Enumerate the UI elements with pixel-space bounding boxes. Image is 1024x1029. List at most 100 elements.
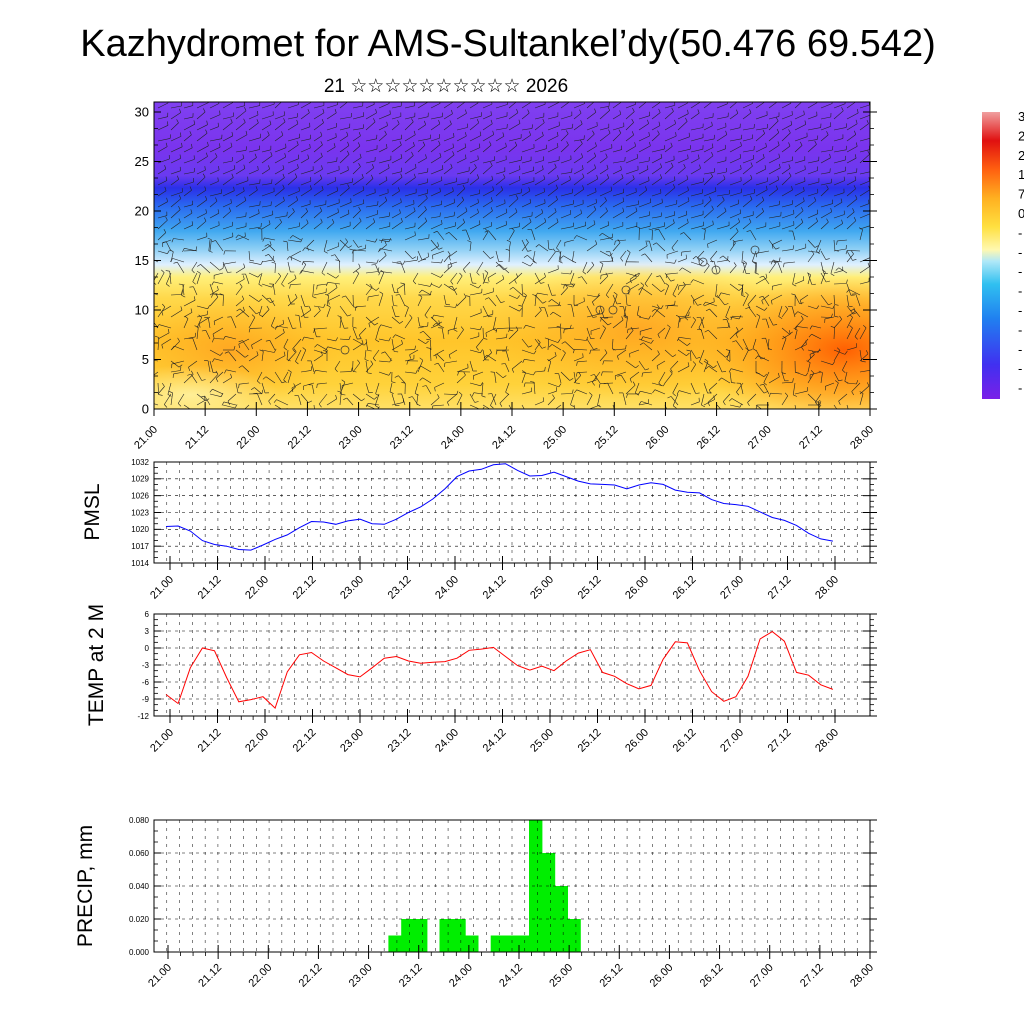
wind-barb-flag (700, 98, 701, 102)
y-tick-label: 0 (142, 402, 149, 417)
x-tick-label: 21.00 (148, 574, 176, 602)
wind-barb-flag (840, 413, 844, 414)
y-tick-label: 1023 (131, 508, 149, 517)
wind-barb-flag (464, 98, 466, 102)
colorbar-label: - (1018, 284, 1022, 299)
wind-barb-flag (531, 98, 532, 102)
x-tick-label: 26.12 (671, 727, 699, 755)
x-tick-label: 24.00 (433, 727, 461, 755)
colorbar-label: - (1018, 225, 1022, 240)
wind-barb-flag (527, 412, 531, 413)
colorbar-label: - (1018, 361, 1022, 376)
colorbar-label: - (1018, 381, 1022, 396)
wind-barb-flag (594, 97, 596, 101)
colorbar-gradient (982, 112, 1000, 399)
wind-barb-flag (724, 411, 728, 413)
x-tick-label: 24.00 (433, 574, 461, 602)
x-tick-label: 26.00 (648, 962, 676, 990)
colorbar-label: 0 (1018, 206, 1024, 221)
x-tick-label: 26.12 (695, 424, 723, 452)
x-tick-label: 25.00 (541, 424, 569, 452)
x-tick-label: 22.00 (246, 962, 274, 990)
x-tick-label: 24.12 (481, 574, 509, 602)
x-tick-label: 25.12 (597, 962, 625, 990)
wind-barb-flag (146, 292, 148, 295)
x-tick-label: 21.12 (196, 962, 224, 990)
x-tick-label: 24.12 (481, 727, 509, 755)
colorbar-label: 7 (1018, 187, 1024, 202)
wind-barb-flag (621, 97, 622, 101)
y-tick-label: -12 (137, 712, 149, 721)
wind-barb-flag (646, 97, 648, 101)
colorbar-label: 1 (1018, 167, 1024, 182)
x-tick-label: 24.00 (447, 962, 475, 990)
wind-barb-flag (150, 378, 152, 382)
y-tick-label: 10 (135, 303, 149, 318)
wind-barb-flag (242, 412, 244, 416)
wind-barb-flag (764, 98, 765, 102)
x-tick-label: 27.12 (797, 424, 825, 452)
colorbar-label: - (1018, 245, 1022, 260)
y-tick-label: 1026 (131, 491, 149, 500)
x-tick-label: 23.00 (347, 962, 375, 990)
precip-bar (452, 919, 465, 952)
warm-region-mid (480, 260, 800, 400)
precip-bar (491, 936, 504, 953)
colorbar-label: - (1018, 303, 1022, 318)
x-tick-label: 23.00 (338, 727, 366, 755)
wind-barb-flag (347, 97, 349, 101)
pmsl-ylabel: PMSL (81, 483, 104, 540)
x-tick-label: 27.12 (766, 727, 794, 755)
x-tick-label: 23.12 (386, 727, 414, 755)
y-tick-label: 1032 (131, 458, 149, 467)
wind-barb-flag (553, 411, 554, 415)
x-tick-label: 23.00 (337, 424, 365, 452)
y-tick-label: 20 (135, 204, 149, 219)
y-tick-label: 5 (142, 352, 149, 367)
x-tick-label: 24.00 (439, 424, 467, 452)
x-tick-label: 21.12 (196, 574, 224, 602)
wind-barb-flag (427, 98, 428, 102)
wind-barb-flag (315, 416, 319, 417)
precip-bar (465, 936, 478, 953)
y-tick-label: 3 (145, 627, 150, 636)
y-tick-label: 6 (145, 610, 150, 619)
x-tick-label: 28.00 (848, 424, 876, 452)
wind-barb-flag (814, 414, 816, 417)
x-tick-label: 21.00 (132, 424, 160, 452)
y-tick-label: -3 (142, 661, 150, 670)
x-tick-label: 28.00 (813, 574, 841, 602)
x-tick-label: 21.00 (148, 727, 176, 755)
x-tick-label: 28.00 (848, 962, 876, 990)
x-tick-label: 21.00 (146, 962, 174, 990)
section-field (100, 96, 995, 425)
x-tick-label: 21.12 (183, 424, 211, 452)
y-tick-label: 30 (135, 105, 149, 120)
x-tick-label: 22.12 (291, 727, 319, 755)
wind-barb-flag (452, 98, 453, 102)
x-tick-label: 24.12 (497, 962, 525, 990)
y-tick-label: 1017 (131, 542, 149, 551)
y-tick-label: 25 (135, 154, 149, 169)
y-tick-label: 1014 (131, 559, 149, 568)
x-tick-label: 25.12 (576, 727, 604, 755)
precip-bar (516, 936, 529, 953)
x-tick-label: 25.00 (528, 574, 556, 602)
x-tick-label: 27.12 (798, 962, 826, 990)
y-tick-label: 0.060 (129, 849, 150, 858)
temp-grid (154, 614, 870, 716)
x-tick-label: 25.00 (547, 962, 575, 990)
precip-bar (388, 936, 401, 953)
x-tick-label: 27.00 (718, 727, 746, 755)
x-tick-label: 23.00 (338, 574, 366, 602)
x-tick-label: 25.12 (576, 574, 604, 602)
x-tick-label: 23.12 (397, 962, 425, 990)
precip-bar (401, 919, 414, 952)
x-tick-label: 22.12 (286, 424, 314, 452)
